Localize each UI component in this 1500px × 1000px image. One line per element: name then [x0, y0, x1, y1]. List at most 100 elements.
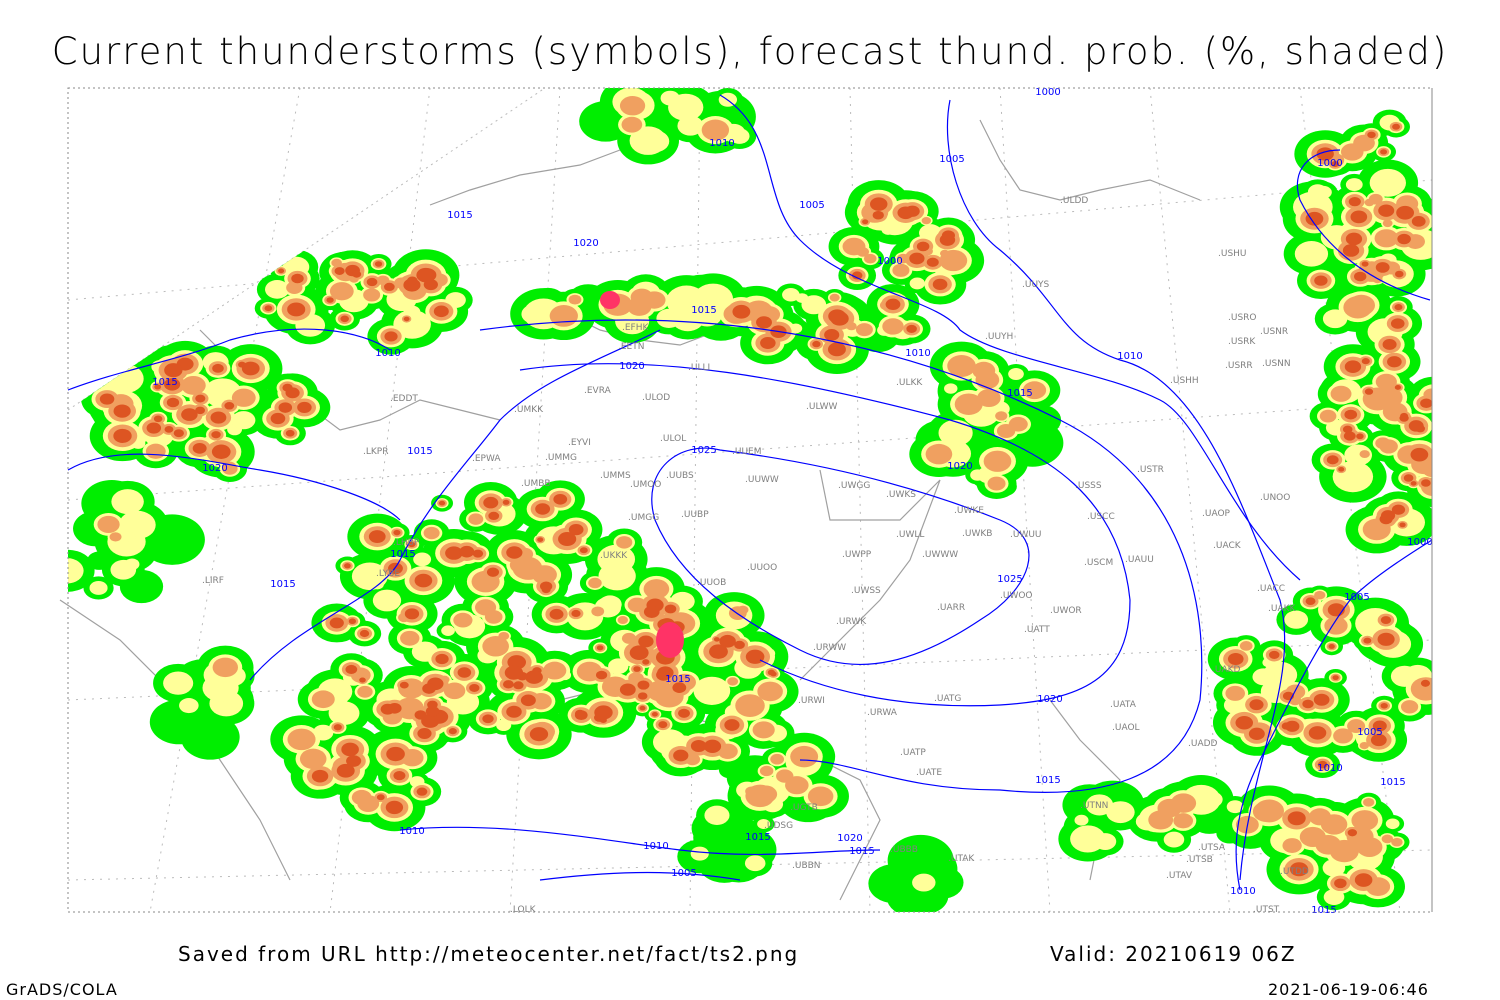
- probability-cell: [1322, 859, 1346, 877]
- probability-cell: [1148, 810, 1174, 830]
- station-label: .LYBE: [376, 569, 400, 579]
- isobar-label: 1005: [799, 200, 824, 211]
- station-label: .LOLK: [510, 905, 537, 915]
- probability-cell: [502, 499, 510, 505]
- probability-cell: [776, 769, 794, 783]
- probability-cell: [414, 573, 433, 588]
- probability-cell: [941, 230, 955, 241]
- probability-cell: [469, 684, 480, 692]
- probability-cell: [341, 742, 359, 757]
- probability-cell: [591, 606, 605, 617]
- probability-cell: [1173, 813, 1194, 829]
- probability-cell: [571, 609, 581, 618]
- station-label: .UMMS: [600, 471, 631, 481]
- probability-cell: [1328, 644, 1335, 649]
- probability-cell: [334, 267, 345, 275]
- probability-cell: [438, 500, 446, 506]
- probability-cell: [1319, 409, 1337, 423]
- isobar-label: 1010: [643, 841, 668, 852]
- probability-cell: [1421, 479, 1431, 487]
- probability-cell: [703, 739, 722, 753]
- probability-cell: [658, 721, 668, 729]
- probability-cell: [1392, 123, 1400, 130]
- probability-cell: [1423, 388, 1432, 401]
- probability-cell: [311, 690, 335, 709]
- timestamp-text: 2021-06-19-06:46: [1268, 980, 1429, 999]
- station-label: .UUOO: [747, 563, 777, 573]
- probability-cell: [1252, 668, 1275, 686]
- probability-cell: [594, 705, 613, 720]
- probability-cell: [385, 800, 404, 815]
- probability-cell: [807, 786, 834, 807]
- probability-cell: [1396, 205, 1415, 220]
- probability-cell: [1387, 356, 1402, 368]
- probability-cell: [1227, 652, 1244, 665]
- isobar-label: 1015: [1311, 905, 1336, 916]
- probability-cell: [1287, 811, 1306, 826]
- probability-cell: [760, 337, 776, 349]
- isobar-label: 1000: [1035, 87, 1060, 98]
- probability-cell: [619, 683, 636, 696]
- station-label: .UWLL: [896, 530, 924, 540]
- station-label: .UTST: [1253, 905, 1280, 915]
- station-label: .USNN: [1262, 359, 1291, 369]
- station-label: .ULLI: [688, 363, 710, 373]
- station-label: .ULKK: [896, 378, 923, 388]
- probability-cell: [643, 579, 670, 599]
- station-label: .EDDT: [390, 394, 418, 404]
- probability-cell: [278, 402, 293, 413]
- isobar-label: 1000: [1407, 537, 1432, 548]
- probability-cell: [535, 503, 551, 515]
- probability-cell: [549, 608, 564, 620]
- probability-cell: [443, 682, 466, 700]
- probability-cell: [855, 323, 873, 337]
- probability-cell: [299, 748, 327, 770]
- station-label: .UTAV: [1166, 871, 1193, 881]
- probability-cell: [782, 287, 800, 302]
- probability-cell: [1354, 873, 1373, 887]
- probability-cell: [801, 295, 827, 315]
- probability-cell: [897, 206, 914, 220]
- probability-cell: [574, 710, 588, 721]
- probability-cell: [745, 649, 765, 664]
- probability-cell: [719, 634, 736, 648]
- probability-cell: [1397, 233, 1411, 245]
- probability-cell: [629, 645, 649, 660]
- station-label: .UADD: [1188, 739, 1218, 749]
- probability-cell: [348, 618, 357, 625]
- probability-cell: [210, 411, 227, 424]
- station-label: .UUEM: [732, 447, 762, 457]
- isobar-label: 1020: [1037, 694, 1062, 705]
- probability-cell: [1410, 447, 1429, 462]
- isobar-label: 1010: [709, 138, 734, 149]
- probability-cell: [99, 393, 115, 405]
- probability-cell: [925, 443, 953, 465]
- probability-cell: [435, 653, 449, 665]
- station-label: .URWW: [813, 643, 846, 653]
- probability-cell: [616, 536, 633, 549]
- station-label: .UTNN: [1080, 801, 1108, 811]
- station-label: .EVRA: [584, 386, 612, 396]
- station-label: .UARR: [937, 603, 965, 613]
- station-label: .UWOR: [1050, 606, 1082, 616]
- probability-cell: [400, 630, 420, 646]
- probability-cell: [862, 219, 869, 225]
- isobar-label: 1010: [905, 348, 930, 359]
- isobar-label: 1015: [745, 832, 770, 843]
- station-label: .UTDD: [1280, 867, 1309, 877]
- probability-cell: [374, 261, 383, 267]
- probability-cell: [192, 442, 207, 454]
- probability-cell: [882, 318, 904, 335]
- probability-cell: [1394, 270, 1404, 278]
- probability-cell: [629, 126, 667, 155]
- station-label: .UWUU: [1010, 530, 1042, 540]
- probability-cell: [756, 316, 772, 329]
- station-label: .USNR: [1260, 327, 1288, 337]
- probability-cell: [413, 552, 432, 567]
- source-url-text: Saved from URL http://meteocenter.net/fa…: [178, 942, 800, 966]
- probability-cell: [1085, 794, 1114, 816]
- probability-cell: [119, 569, 164, 604]
- probability-cell: [717, 743, 738, 760]
- probability-cell: [553, 493, 568, 505]
- probability-cell: [513, 681, 524, 690]
